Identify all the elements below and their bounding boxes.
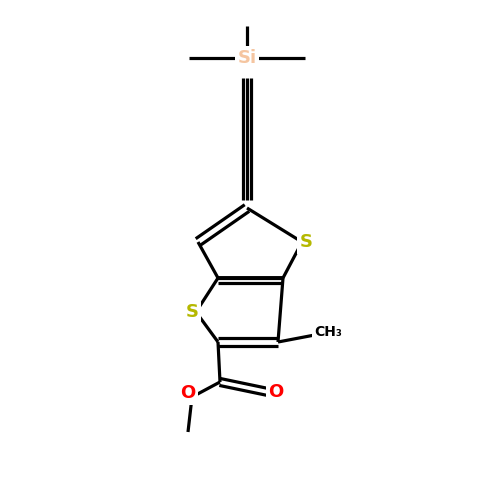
- Text: Si: Si: [238, 49, 256, 67]
- Text: S: S: [300, 233, 312, 251]
- Text: O: O: [180, 384, 196, 402]
- Text: O: O: [268, 383, 283, 401]
- Text: CH₃: CH₃: [314, 325, 342, 339]
- Text: S: S: [186, 303, 198, 321]
